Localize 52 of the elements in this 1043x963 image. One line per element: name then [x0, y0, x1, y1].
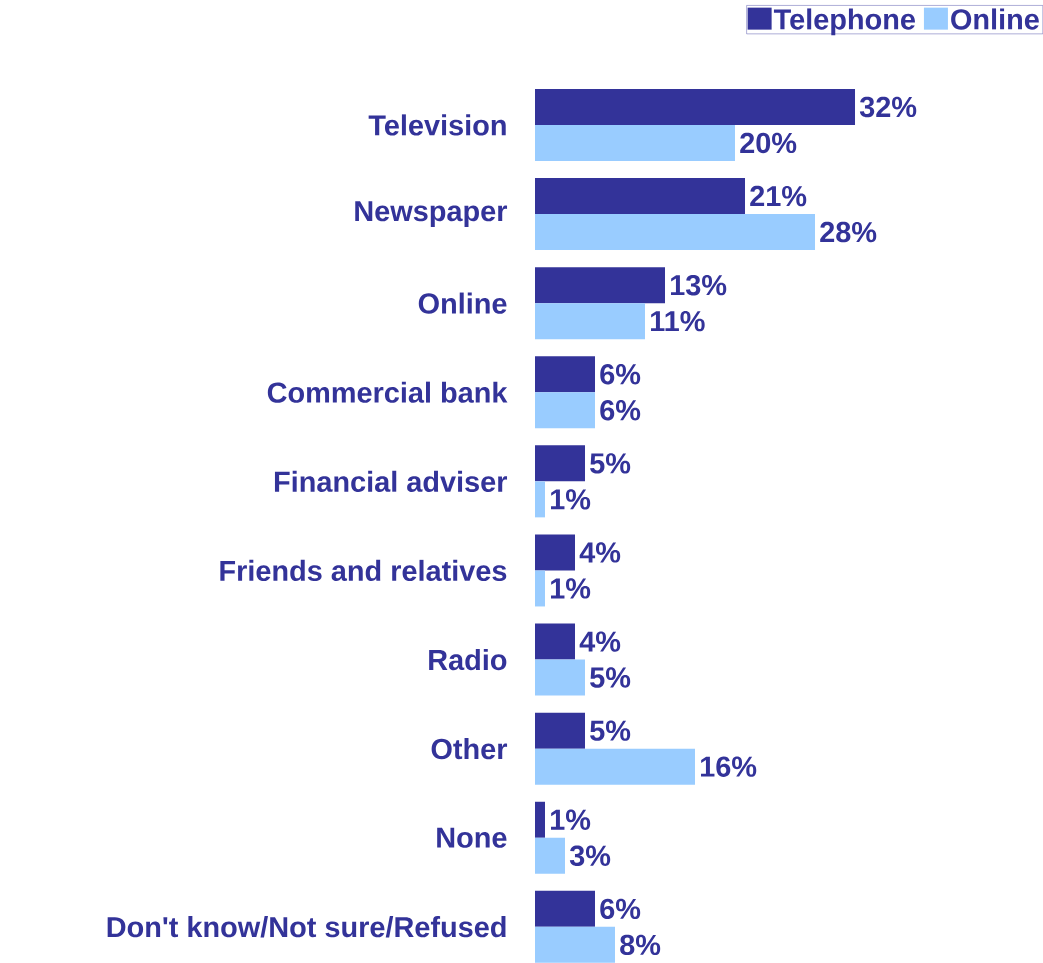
bar	[535, 534, 575, 571]
bar	[535, 801, 545, 838]
bar	[535, 926, 615, 963]
data-label: 28%	[820, 221, 877, 243]
data-label: 6%	[600, 364, 641, 385]
data-label: 4%	[579, 542, 621, 563]
bar	[535, 890, 595, 927]
data-label: 16%	[701, 756, 757, 777]
y-tick-label: None	[437, 827, 507, 848]
legend-label: Online	[951, 8, 1039, 30]
y-tick-label: Financial adviser	[274, 470, 508, 492]
y-tick-label: Online	[418, 292, 507, 314]
y-tick-label: Newspaper	[355, 201, 508, 227]
data-label: 21%	[750, 185, 807, 207]
y-tick-label: Friends and relatives	[220, 559, 507, 582]
data-label: 20%	[740, 132, 797, 154]
y-tick-label: Radio	[429, 648, 507, 671]
y-tick-label: Other	[431, 738, 508, 760]
bar	[535, 623, 575, 660]
data-label: 32%	[859, 96, 917, 118]
bar	[535, 712, 585, 749]
bar	[535, 356, 595, 393]
y-tick-label: Television	[368, 114, 506, 136]
bar	[535, 445, 585, 482]
bar	[535, 124, 735, 161]
bar	[535, 214, 816, 251]
bar	[535, 178, 745, 215]
data-label: 6%	[600, 898, 641, 920]
legend-label: Telephone	[773, 8, 915, 36]
y-tick-label: Don't know/Not sure/Refused	[107, 916, 506, 938]
data-label: 1%	[551, 809, 591, 830]
data-label: 4%	[579, 631, 621, 652]
data-label: 11%	[651, 310, 705, 332]
data-label: 8%	[620, 934, 661, 956]
bar	[535, 748, 695, 785]
data-label: 13%	[671, 274, 727, 296]
data-label: 5%	[590, 667, 631, 688]
bar	[535, 303, 645, 340]
bar	[535, 659, 585, 696]
bar	[535, 267, 665, 304]
bar	[535, 837, 565, 874]
y-tick-label: Commercial bank	[267, 381, 508, 403]
data-label: 5%	[590, 720, 631, 741]
data-label: 3%	[569, 845, 611, 867]
data-label: 1%	[551, 578, 591, 599]
data-label: 1%	[551, 489, 591, 510]
bar	[535, 392, 595, 429]
data-label: 6%	[600, 400, 641, 421]
bar	[535, 570, 545, 607]
bar	[535, 481, 545, 518]
data-label: 5%	[590, 453, 631, 474]
bar	[535, 88, 856, 125]
